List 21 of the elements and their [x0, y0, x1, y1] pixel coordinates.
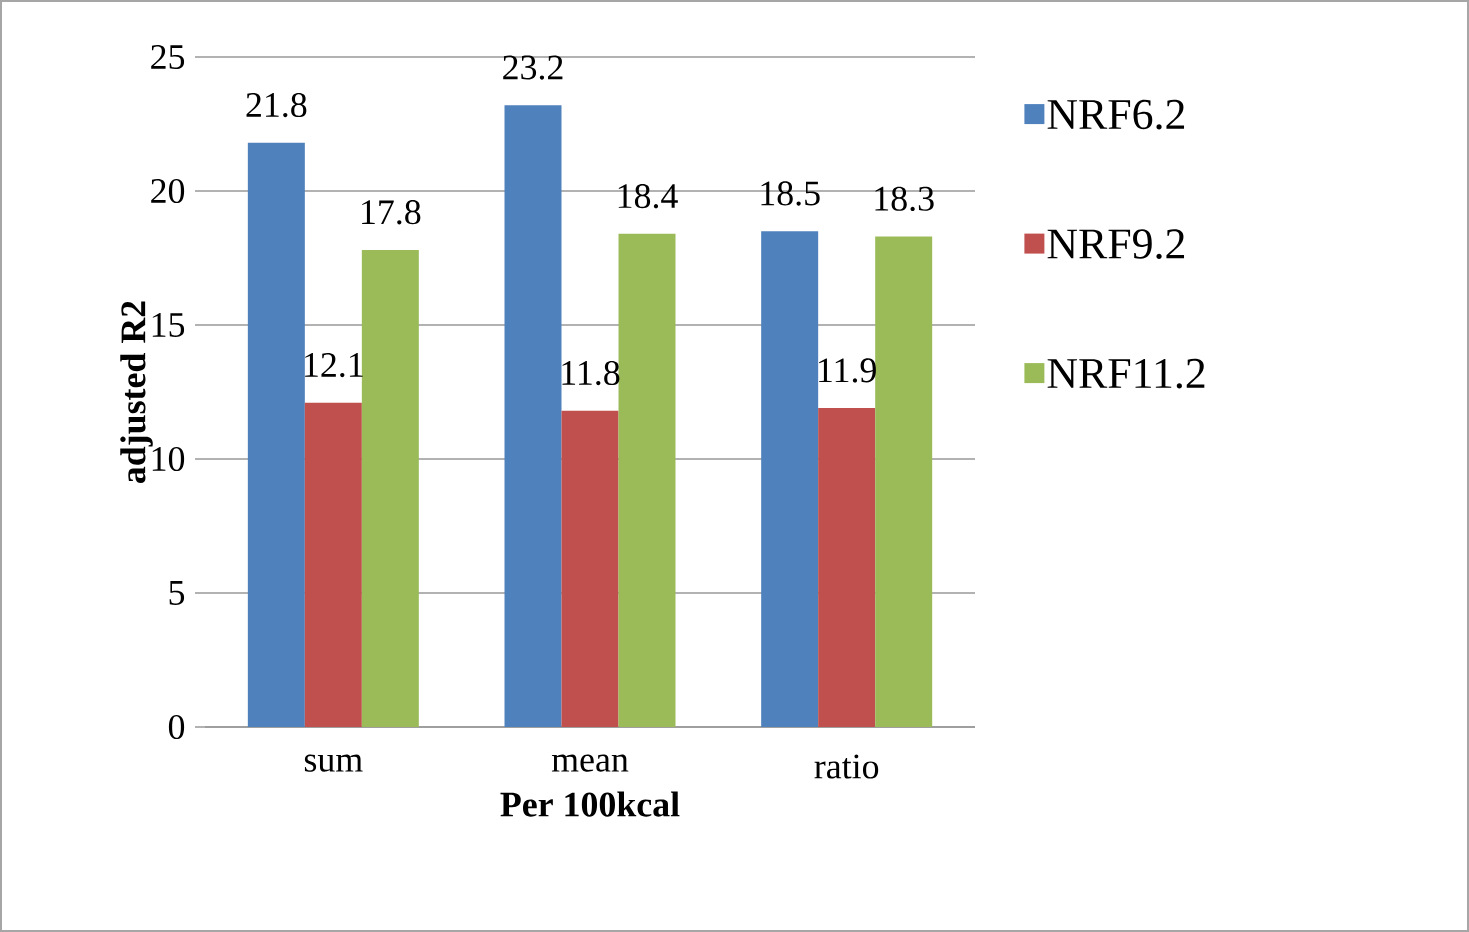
x-axis-title: Per 100kcal: [500, 791, 680, 817]
y-tick-label: 25: [151, 44, 185, 70]
y-tick-label: 10: [152, 446, 185, 472]
legend-label: NRF11.2: [1047, 358, 1205, 389]
x-tick-label: sum: [304, 754, 363, 772]
y-tick-label: 5: [169, 581, 185, 605]
data-label: 18.5: [761, 181, 820, 206]
legend-label: NRF9.2: [1047, 229, 1185, 259]
x-tick-label: mean: [551, 754, 629, 772]
data-label: 18.3: [875, 186, 934, 212]
data-label: 21.8: [246, 92, 307, 118]
data-label: 18.4: [618, 184, 678, 209]
data-label: 17.8: [362, 200, 421, 225]
data-label: 23.2: [503, 55, 563, 80]
x-tick-label: ratio: [814, 754, 879, 779]
y-tick-label: 20: [151, 178, 185, 204]
data-label: 11.9: [819, 358, 876, 383]
y-axis-title: adjusted R2: [120, 301, 153, 484]
y-tick-label: 0: [168, 714, 185, 740]
legend-label: NRF6.2: [1047, 99, 1185, 130]
y-tick-label: 15: [152, 312, 185, 337]
